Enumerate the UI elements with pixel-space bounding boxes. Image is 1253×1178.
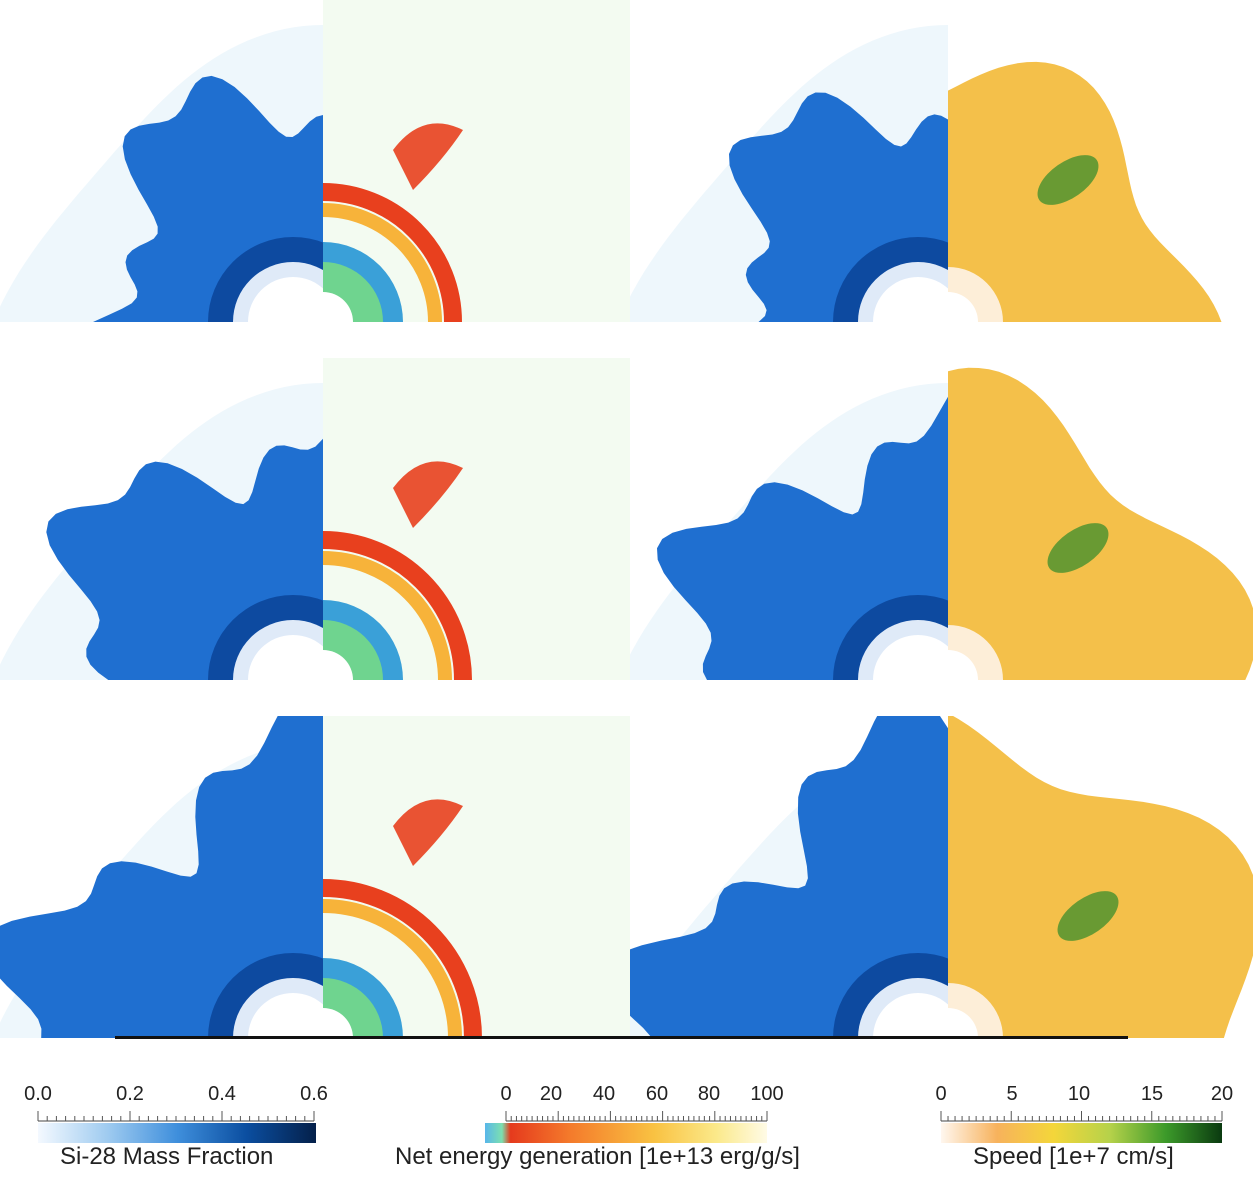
energy-panel [323, 0, 630, 322]
speed-field [948, 716, 1253, 1038]
energy-gradient [485, 1123, 767, 1143]
si-panel [630, 0, 948, 322]
speed-panel [948, 0, 1253, 322]
energy-panel [323, 358, 630, 680]
si-field-image [630, 383, 948, 680]
core [323, 1008, 353, 1038]
energy-panel [323, 716, 630, 1038]
energy-tick-label: 80 [697, 1083, 721, 1105]
speed-panel [948, 716, 1253, 1038]
si28-tick-label: 0.4 [208, 1083, 236, 1105]
si-plume [630, 716, 948, 1038]
speed-minor-ticks [940, 1111, 1223, 1122]
speed-fast-region [1037, 155, 1099, 205]
si-panel [0, 358, 323, 680]
si28-colorbar-title: Si-28 Mass Fraction [60, 1143, 274, 1170]
speed-tick-label: 10 [1067, 1083, 1091, 1105]
si28-tick-label: 0.0 [24, 1083, 52, 1105]
energy-tick-label: 100 [750, 1083, 784, 1105]
si-panel [630, 358, 948, 680]
speed-tick-label: 15 [1140, 1083, 1164, 1105]
speed-fast-region [1057, 891, 1119, 941]
speed-field-image [948, 716, 1253, 1038]
speed-colorbar-ticks: 0 5 10 15 20 [935, 1083, 1235, 1123]
energy-flame-filament [393, 461, 463, 528]
core [948, 1008, 978, 1038]
energy-field-image [323, 0, 630, 322]
axis-baseline [115, 1036, 1128, 1039]
si-panel [0, 716, 323, 1038]
core [873, 635, 948, 680]
si-field-image [630, 716, 948, 1038]
si28-colorbar-ticks: 0.0 0.2 0.4 0.6 [20, 1083, 328, 1123]
speed-field-image [948, 367, 1253, 680]
si28-minor-ticks [37, 1111, 315, 1122]
speed-field-image [948, 61, 1222, 322]
energy-colorbar: 0 20 40 60 80 100 Net energy generation … [395, 1083, 875, 1173]
core [948, 650, 978, 680]
speed-tick-label: 0 [935, 1083, 947, 1105]
si28-colorbar: 0.0 0.2 0.4 0.6 Si-28 Mass Fraction [20, 1083, 328, 1173]
core [248, 635, 323, 680]
speed-gradient [941, 1123, 1222, 1143]
core [873, 277, 948, 322]
energy-flame-filament [393, 123, 463, 190]
energy-tick-label: 60 [645, 1083, 669, 1105]
si-field-image [0, 716, 323, 1038]
speed-tick-label: 20 [1210, 1083, 1234, 1105]
core [323, 292, 353, 322]
speed-colorbar-title: Speed [1e+7 cm/s] [973, 1143, 1174, 1170]
speed-tick-label: 5 [1006, 1083, 1018, 1105]
si-plume [0, 716, 323, 1038]
si-panel [630, 716, 948, 1038]
energy-tick-label: 40 [592, 1083, 616, 1105]
speed-fast-region [1047, 523, 1109, 573]
core [248, 993, 323, 1038]
energy-minor-ticks [505, 1111, 768, 1122]
energy-colorbar-title: Net energy generation [1e+13 erg/g/s] [395, 1143, 800, 1170]
si28-gradient [38, 1123, 316, 1143]
core [873, 993, 948, 1038]
si28-tick-label: 0.6 [300, 1083, 328, 1105]
speed-colorbar: 0 5 10 15 20 Speed [1e+7 cm/s] [935, 1083, 1235, 1173]
energy-tick-label: 20 [539, 1083, 563, 1105]
si-field-image [630, 25, 948, 322]
core [248, 277, 323, 322]
energy-tick-label: 0 [500, 1083, 512, 1105]
energy-field-image [323, 358, 630, 680]
core [323, 650, 353, 680]
si-field-image [0, 25, 323, 322]
si28-tick-label: 0.2 [116, 1083, 144, 1105]
energy-colorbar-ticks: 0 20 40 60 80 100 [395, 1083, 875, 1123]
energy-flame-filament [393, 799, 463, 866]
speed-panel [948, 358, 1253, 680]
si-field-image [0, 383, 323, 680]
speed-field [948, 61, 1222, 322]
energy-field-image [323, 716, 630, 1038]
si-panel [0, 0, 323, 322]
core [948, 292, 978, 322]
